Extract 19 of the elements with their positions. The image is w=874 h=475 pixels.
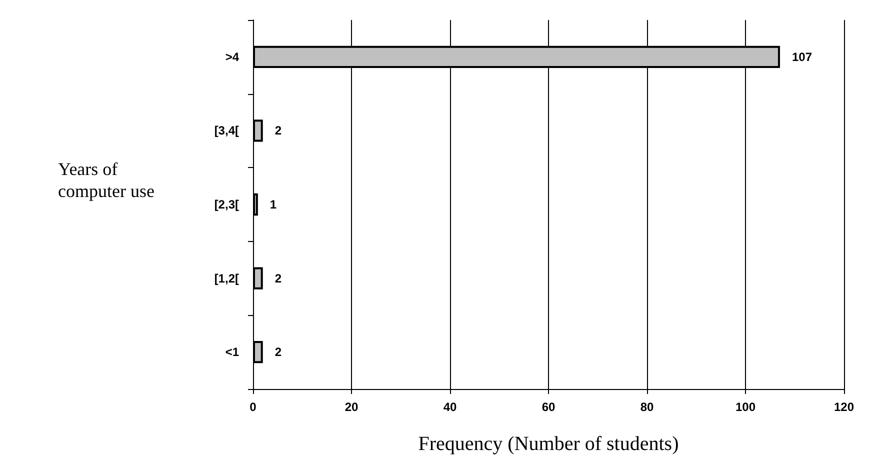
y-tick-label: <1 <box>225 345 240 360</box>
x-tick-label: 20 <box>344 400 358 414</box>
y-tick-label: [2,3[ <box>214 198 239 212</box>
data-label: 2 <box>274 271 282 286</box>
x-axis-title: Frequency (Number of students) <box>418 433 679 455</box>
x-tick-label: 40 <box>443 400 457 414</box>
x-tick-label: 120 <box>834 400 854 414</box>
y-tick-label: [3,4[ <box>214 124 239 138</box>
y-tick-label: [1,2[ <box>214 271 239 286</box>
y-axis-title: Years of computer use <box>58 159 154 201</box>
x-tick-label: 0 <box>250 400 257 414</box>
data-label: 2 <box>274 124 282 138</box>
x-tick-label: 60 <box>542 400 556 414</box>
data-label: 1 <box>270 198 277 212</box>
y-tick-label: >4 <box>225 50 240 64</box>
x-tick-label: 80 <box>640 400 654 414</box>
data-label: 107 <box>792 50 812 64</box>
data-label: 2 <box>274 345 282 360</box>
x-tick-label: 100 <box>735 400 756 414</box>
